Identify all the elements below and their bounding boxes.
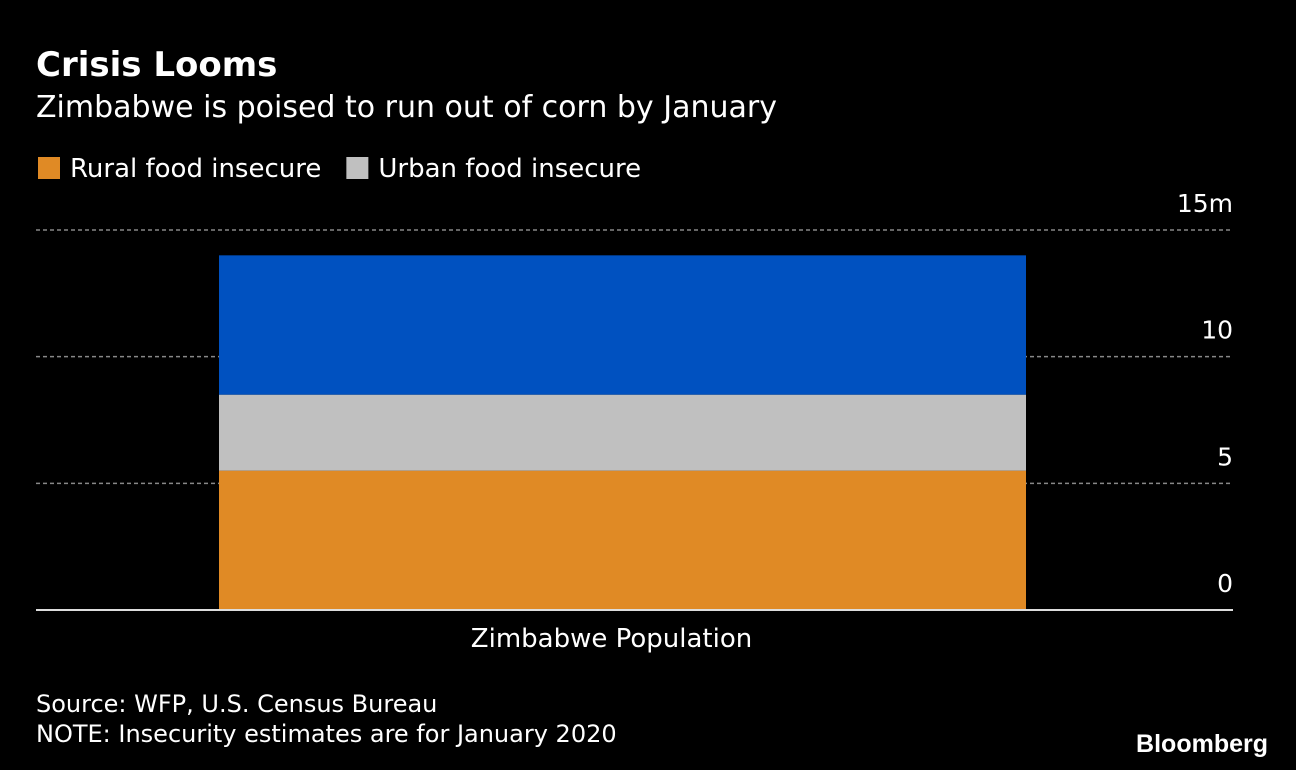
legend-swatch [38,157,60,179]
legend-label: Urban food insecure [378,154,641,184]
note: NOTE: Insecurity estimates are for Janua… [36,720,617,748]
brand-logo: Bloomberg [1136,730,1268,758]
bar-segment [219,394,1026,471]
bar-segment [219,255,1026,395]
bar-segment [219,470,1026,610]
chart-subtitle: Zimbabwe is poised to run out of corn by… [36,90,777,125]
y-tick-label: 5 [1217,442,1233,471]
x-tick-label: Zimbabwe Population [471,624,752,654]
y-tick-label: 10 [1201,316,1233,345]
chart-title: Crisis Looms [36,45,277,85]
source: Source: WFP, U.S. Census Bureau [36,690,437,718]
y-tick-label: 15m [1177,189,1233,218]
legend-label: Rural food insecure [70,154,321,184]
y-tick-label: 0 [1217,569,1233,598]
legend-swatch [346,157,369,179]
